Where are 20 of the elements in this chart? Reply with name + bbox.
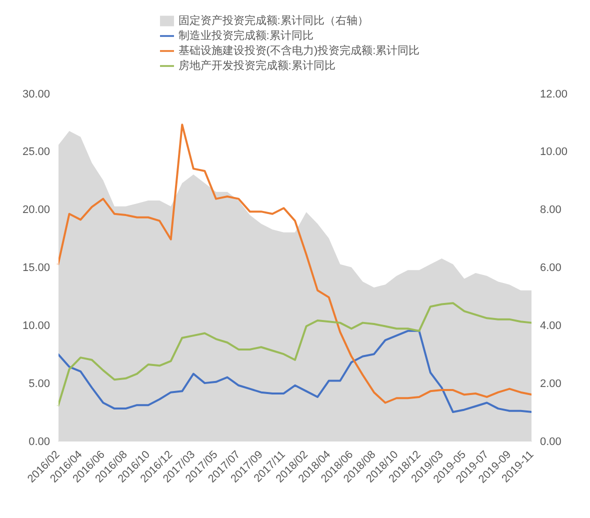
y2-tick-label: 6.00 bbox=[540, 262, 562, 274]
y-tick-label: 20.00 bbox=[22, 204, 50, 216]
y-tick-label: 0.00 bbox=[28, 436, 50, 448]
y2-tick-label: 8.00 bbox=[540, 204, 562, 216]
y-tick-label: 25.00 bbox=[22, 146, 50, 158]
line-series bbox=[57, 302, 533, 408]
legend-label: 基础设施建设投资(不含电力)投资完成额:累计同比 bbox=[178, 45, 420, 58]
y2-tick-label: 0.00 bbox=[540, 436, 562, 448]
y-tick-label: 30.00 bbox=[22, 88, 50, 100]
legend-label: 制造业投资完成额:累计同比 bbox=[178, 30, 314, 42]
y2-tick-label: 4.00 bbox=[540, 320, 562, 332]
legend-label: 房地产开发投资完成额:累计同比 bbox=[178, 60, 336, 72]
y-tick-label: 5.00 bbox=[28, 378, 50, 390]
y2-tick-label: 10.00 bbox=[540, 146, 568, 158]
legend-label: 固定资产投资完成额:累计同比（右轴） bbox=[178, 15, 368, 27]
y-tick-label: 10.00 bbox=[22, 320, 50, 332]
y-tick-label: 15.00 bbox=[22, 262, 50, 274]
y2-tick-label: 12.00 bbox=[540, 88, 568, 100]
line-series bbox=[57, 330, 533, 414]
y2-tick-label: 2.00 bbox=[540, 378, 562, 390]
